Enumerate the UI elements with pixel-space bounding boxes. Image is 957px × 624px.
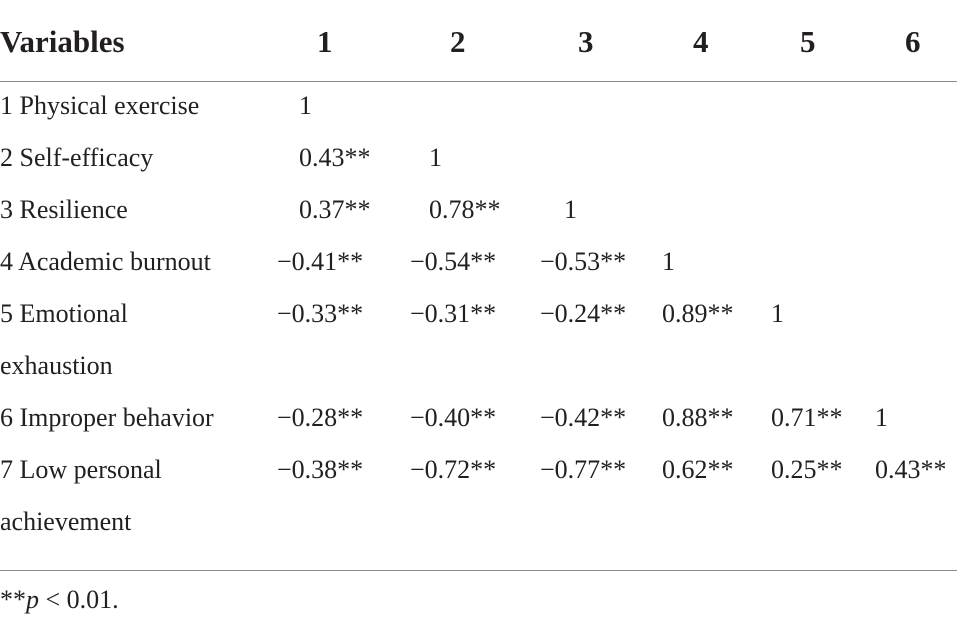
row-2-variable: 2 Self-efficacy: [0, 143, 154, 172]
table-header-row: Variables 1 2 3 4 5 6: [0, 0, 957, 82]
row-3-variable: 3 Resilience: [0, 195, 128, 224]
header-variables: Variables: [0, 24, 125, 59]
row-2-col-2: 1: [429, 143, 442, 172]
row-5-col-2: −0.31**: [410, 299, 497, 328]
header-col-5: 5: [800, 24, 816, 59]
row-4-col-1: −0.41**: [277, 247, 364, 276]
row-1-variable: 1 Physical exercise: [0, 91, 200, 120]
row-6-variable: 6 Improper behavior: [0, 403, 214, 432]
header-col-6: 6: [905, 24, 921, 59]
row-6-col-3: −0.42**: [540, 403, 627, 432]
row-7-col-2: −0.72**: [410, 455, 497, 484]
row-2-col-1: 0.43**: [299, 143, 371, 172]
header-col-1: 1: [317, 24, 333, 59]
row-5-variable: 5 Emotional exhaustion: [0, 299, 128, 380]
row-6-col-5: 0.71**: [771, 403, 843, 432]
row-6-col-4: 0.88**: [662, 403, 734, 432]
row-5-col-4: 0.89**: [662, 299, 734, 328]
row-3-col-1: 0.37**: [299, 195, 371, 224]
row-7-col-3: −0.77**: [540, 455, 627, 484]
row-4-col-3: −0.53**: [540, 247, 627, 276]
row-6-col-1: −0.28**: [277, 403, 364, 432]
row-7-variable: 7 Low personal achievement: [0, 455, 162, 536]
row-7-col-1: −0.38**: [277, 455, 364, 484]
row-6-col-6: 1: [875, 403, 888, 432]
row-4-col-2: −0.54**: [410, 247, 497, 276]
row-7-col-4: 0.62**: [662, 455, 734, 484]
header-col-3: 3: [578, 24, 594, 59]
row-1-col-1: 1: [299, 91, 312, 120]
header-col-4: 4: [693, 24, 709, 59]
row-6-col-2: −0.40**: [410, 403, 497, 432]
footnote-stars: **: [0, 585, 26, 614]
row-3-col-2: 0.78**: [429, 195, 501, 224]
row-3-col-3: 1: [564, 195, 577, 224]
header-col-2: 2: [450, 24, 466, 59]
header-rule: [0, 81, 957, 82]
row-4-variable: 4 Academic burnout: [0, 247, 211, 276]
bottom-rule: [0, 570, 957, 571]
row-4-col-4: 1: [662, 247, 675, 276]
row-7-col-6: 0.43**: [875, 455, 947, 484]
row-5-col-5: 1: [771, 299, 784, 328]
row-5-col-3: −0.24**: [540, 299, 627, 328]
row-7-col-5: 0.25**: [771, 455, 843, 484]
row-5-col-1: −0.33**: [277, 299, 364, 328]
footnote-p: p: [26, 585, 39, 614]
table-footnote: **p < 0.01.: [0, 584, 119, 616]
footnote-text: < 0.01.: [39, 585, 119, 614]
